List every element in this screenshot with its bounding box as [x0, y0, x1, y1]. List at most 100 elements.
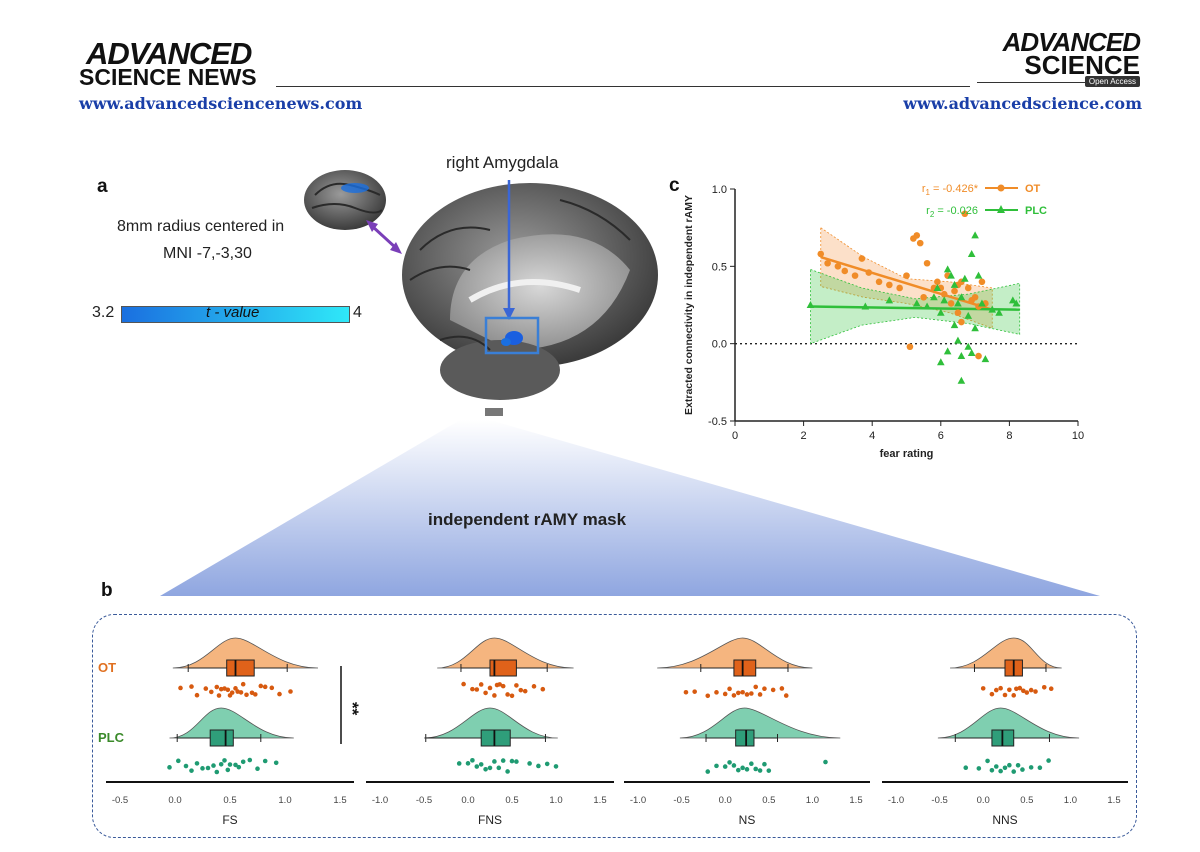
data-point-ot [497, 682, 502, 687]
brain-region-label: right Amygdala [446, 153, 559, 172]
data-point-plc [176, 758, 181, 764]
y-tick-label: -0.5 [708, 416, 727, 428]
data-point-ot [961, 210, 969, 218]
data-point-plc [981, 355, 990, 363]
data-point-plc [727, 760, 732, 765]
logo-rule [977, 82, 1085, 83]
density-ot-nns [950, 637, 1062, 669]
legend-r-plc: r2 = -0.026 [926, 205, 978, 219]
data-point-plc [971, 231, 979, 239]
data-point-plc [976, 766, 982, 771]
data-point-ot [478, 682, 484, 687]
y-tick-label: 0.5 [712, 261, 727, 273]
data-point-ot [824, 259, 831, 267]
data-point-plc [1020, 767, 1025, 772]
group-label-plc: PLC [98, 730, 125, 745]
data-point-plc [954, 299, 962, 307]
data-point-plc [940, 296, 949, 304]
data-point-ot [834, 263, 842, 270]
x-tick-label: -1.0 [888, 795, 904, 806]
box-ot-fns [489, 659, 517, 677]
data-point-plc [937, 358, 945, 366]
data-point-plc [500, 758, 506, 763]
data-point-ot [722, 691, 728, 697]
data-point-plc [714, 763, 719, 769]
colorbar-label: t - value [206, 304, 260, 321]
data-point-ot [1028, 687, 1034, 693]
panel-a-label: a [97, 176, 108, 197]
x-tick-label: 0.5 [505, 795, 518, 806]
advanced-science-logo-bottom: SCIENCE [1024, 50, 1140, 80]
data-point-plc [950, 321, 959, 329]
data-point-plc [233, 762, 238, 768]
data-point-ot [731, 693, 737, 698]
colorbar [121, 306, 350, 323]
data-point-ot [518, 687, 524, 693]
data-point-ot [258, 683, 264, 689]
data-point-ot [1017, 685, 1023, 691]
data-point-plc [964, 311, 973, 319]
data-point-plc [236, 764, 242, 770]
data-point-plc [943, 347, 952, 355]
panel-b-label: b [101, 580, 113, 601]
data-point-plc [211, 763, 216, 768]
x-tick-label: 0.0 [719, 795, 732, 806]
small-brain-icon [304, 170, 386, 230]
data-point-ot [940, 290, 948, 298]
x-tick-label: 0.5 [762, 795, 775, 806]
data-point-ot [980, 686, 986, 691]
data-point-ot [916, 239, 924, 247]
data-point-plc [731, 763, 737, 768]
data-point-plc [923, 302, 931, 310]
data-point-plc [722, 764, 728, 769]
data-point-plc [496, 765, 502, 771]
data-point-plc [861, 302, 870, 310]
density-plc-ns [679, 707, 841, 739]
advanced-science-url[interactable]: www.advancedscience.com [903, 94, 1142, 113]
data-point-ot [913, 232, 921, 239]
data-point-ot [714, 690, 719, 695]
y-tick-label: 0.0 [712, 339, 727, 351]
data-point-ot [1024, 690, 1030, 695]
x-tick-label: 0.0 [168, 795, 181, 806]
data-point-ot [923, 259, 931, 267]
data-point-ot [269, 685, 275, 691]
data-point-ot [1002, 692, 1008, 698]
subplot-title-fs: FS [222, 813, 237, 827]
data-point-ot [229, 690, 235, 695]
data-point-ot [971, 293, 979, 301]
x-tick-label: -0.5 [673, 795, 689, 806]
data-point-ot [735, 690, 741, 696]
x-tick-label: 1.0 [806, 795, 819, 806]
data-point-ot [474, 687, 480, 692]
data-point-plc [753, 766, 759, 772]
raincloud-chart: OT PLC ** -0.5 0.0 0.5 1.0 1.5 FS -1.0 -0.5 0.0 0.5 1… [98, 637, 1128, 827]
data-point-ot [753, 684, 759, 690]
data-point-plc [1012, 299, 1021, 307]
data-point-plc [989, 767, 995, 773]
data-point-plc [487, 765, 493, 771]
data-point-plc [744, 767, 750, 772]
x-tick-label: 10 [1072, 430, 1084, 442]
data-point-plc [766, 768, 772, 773]
data-point-ot [978, 278, 986, 286]
legend-name-ot: OT [1025, 183, 1041, 195]
density-plc-fs [169, 707, 294, 739]
data-point-plc [943, 265, 952, 273]
header-rule [276, 86, 970, 87]
data-point-plc [749, 761, 754, 767]
data-point-ot [1041, 684, 1047, 690]
y-tick-label: 1.0 [712, 184, 727, 196]
density-ot-fns [437, 637, 574, 669]
data-point-plc [167, 765, 172, 770]
data-point-plc [823, 759, 828, 765]
advanced-science-news-url[interactable]: www.advancedsciencenews.com [79, 94, 363, 113]
data-point-plc [536, 763, 541, 769]
data-point-plc [954, 336, 962, 344]
data-point-ot [225, 687, 231, 693]
data-point-ot [1021, 688, 1026, 694]
data-point-plc [505, 769, 510, 774]
x-tick-label: -1.0 [372, 795, 388, 806]
x-tick-label: 1.0 [549, 795, 562, 806]
data-point-ot [194, 692, 200, 698]
